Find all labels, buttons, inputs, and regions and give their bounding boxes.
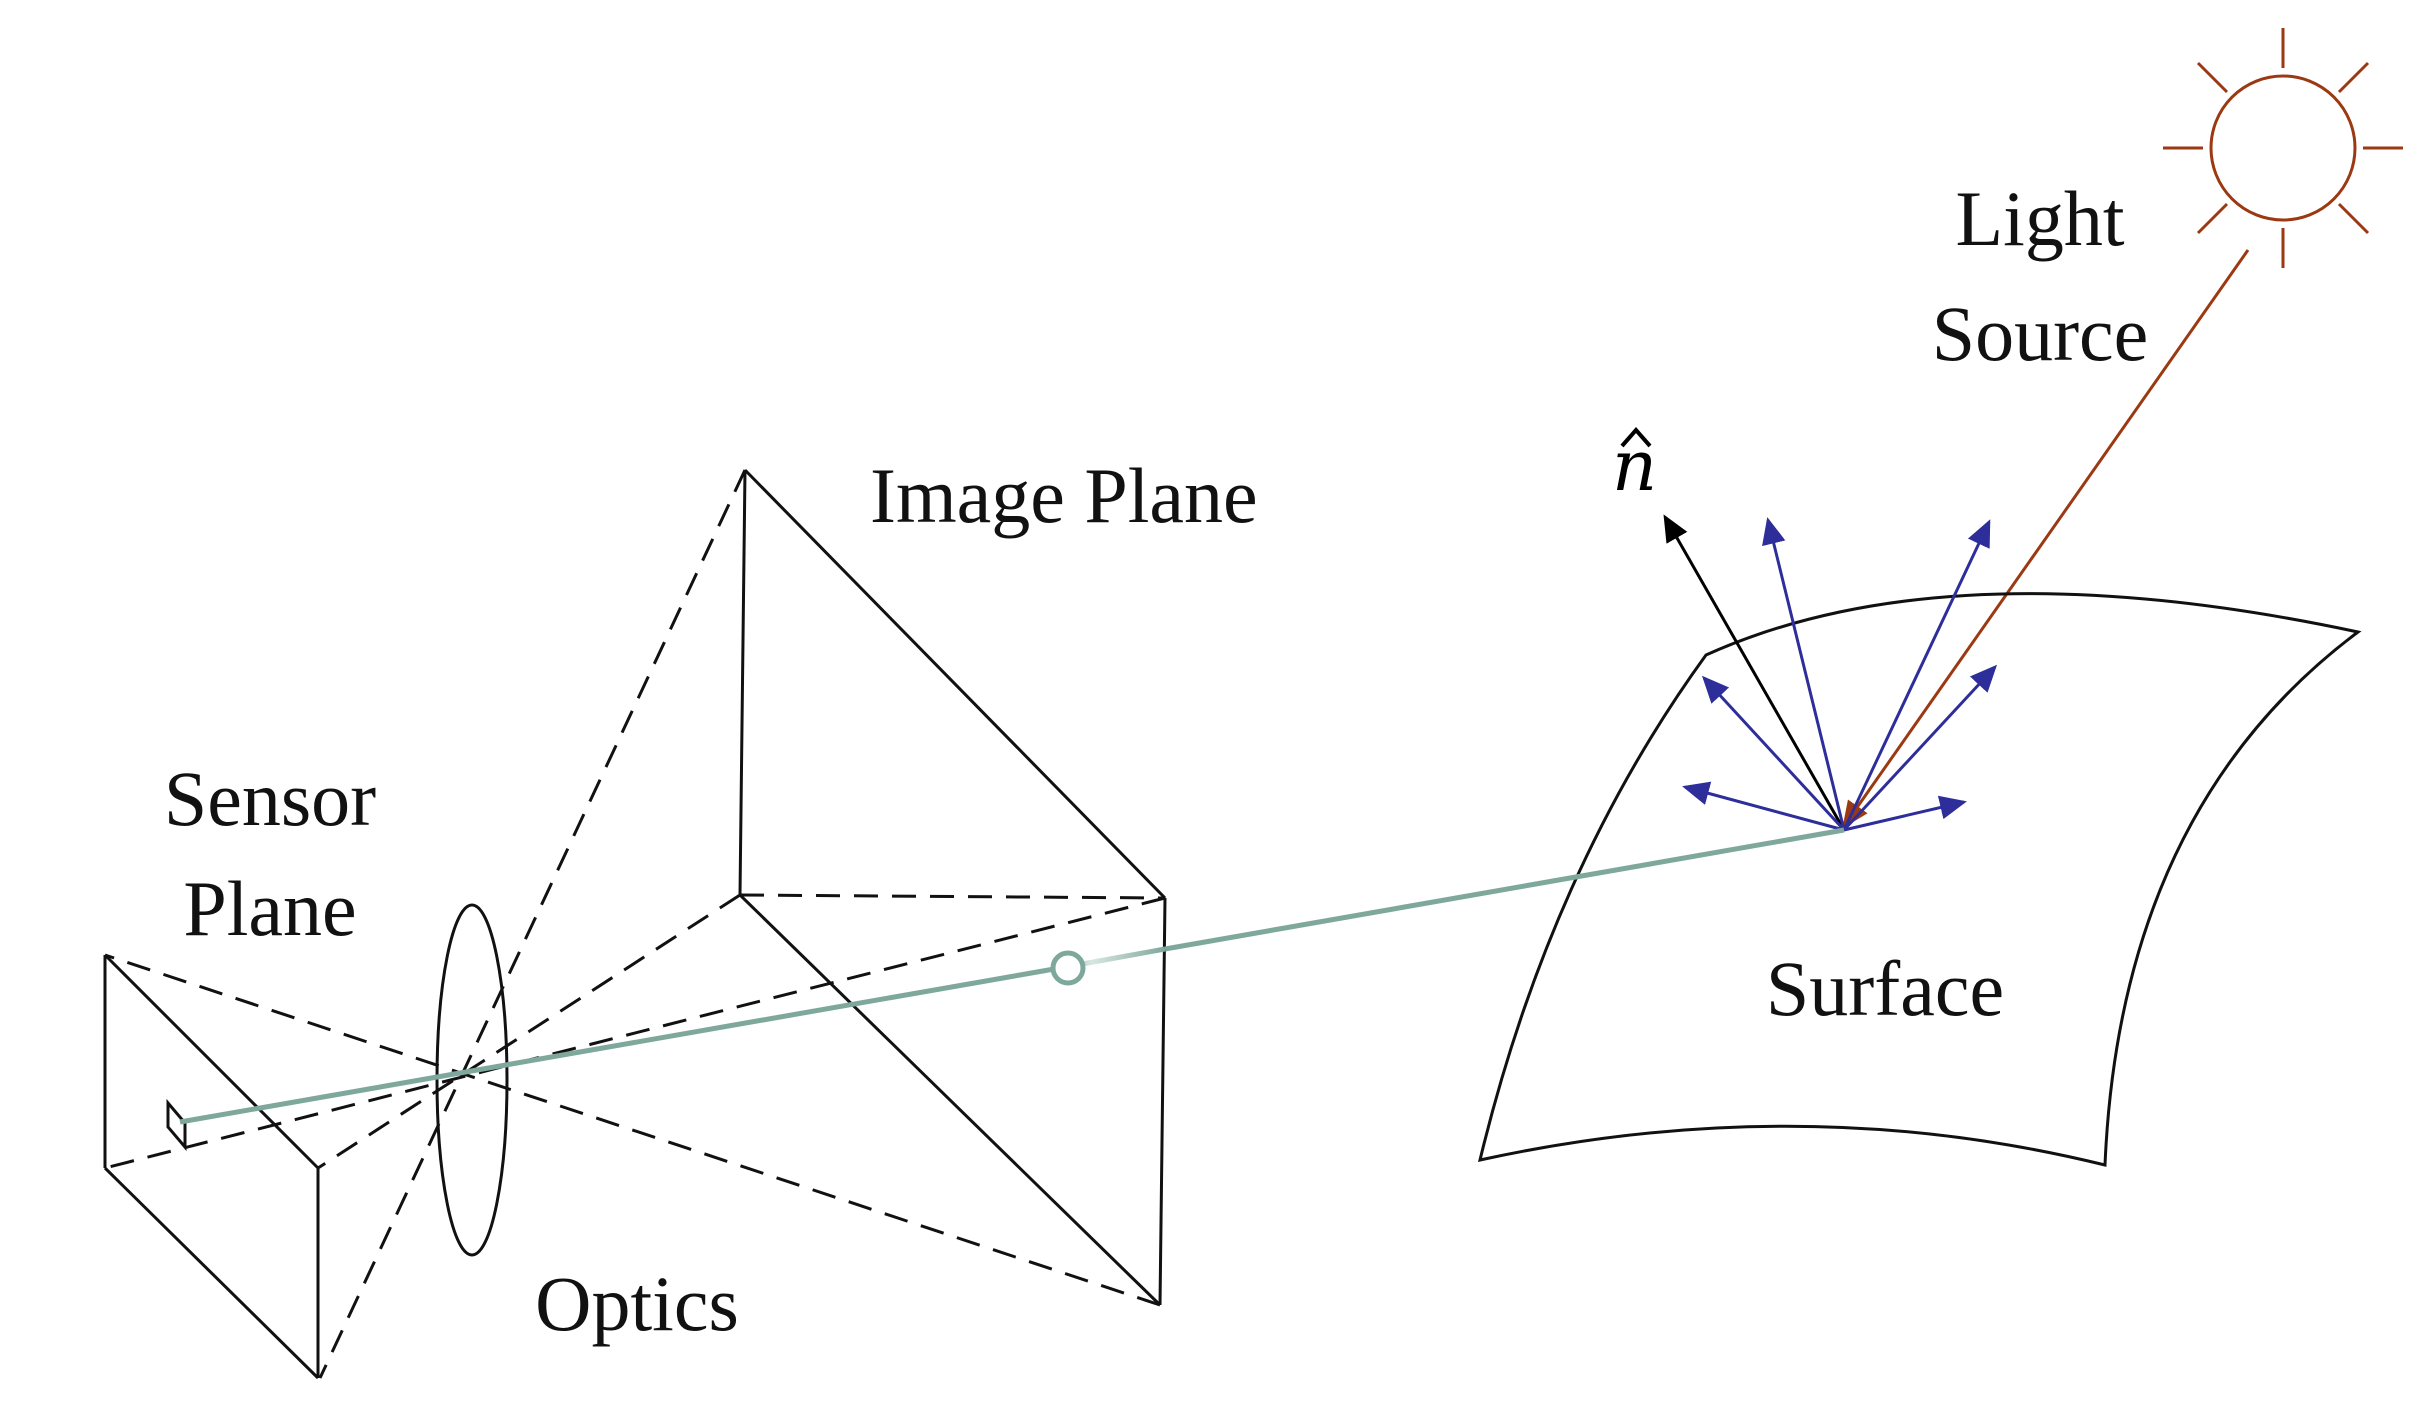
reflected-rays: [1682, 517, 1998, 832]
light-source-label-line1: Light: [1956, 175, 2125, 262]
view-ray: [179, 827, 1845, 1125]
surface-label: Surface: [1766, 945, 2004, 1032]
light-source-label-line2: Source: [1932, 290, 2149, 377]
optics-label: Optics: [535, 1260, 739, 1347]
sun-icon: [2163, 28, 2403, 268]
sensor-plane-label-line1: Sensor: [164, 755, 376, 842]
normal-label: n: [1612, 425, 1657, 507]
image-point: [1050, 950, 1086, 986]
light-ray: [1842, 249, 2250, 829]
lens: [435, 903, 509, 1257]
image-plane: [738, 468, 1167, 1307]
sensor-plane: [103, 953, 320, 1380]
projection-rays: [104, 469, 1166, 1379]
surface-normal-arrow: [1663, 514, 1846, 831]
image-plane-label: Image Plane: [870, 452, 1258, 539]
surface-patch: [1477, 592, 2362, 1167]
svg-text:n: n: [1612, 425, 1657, 507]
sensor-plane-label-line2: Plane: [183, 865, 356, 952]
